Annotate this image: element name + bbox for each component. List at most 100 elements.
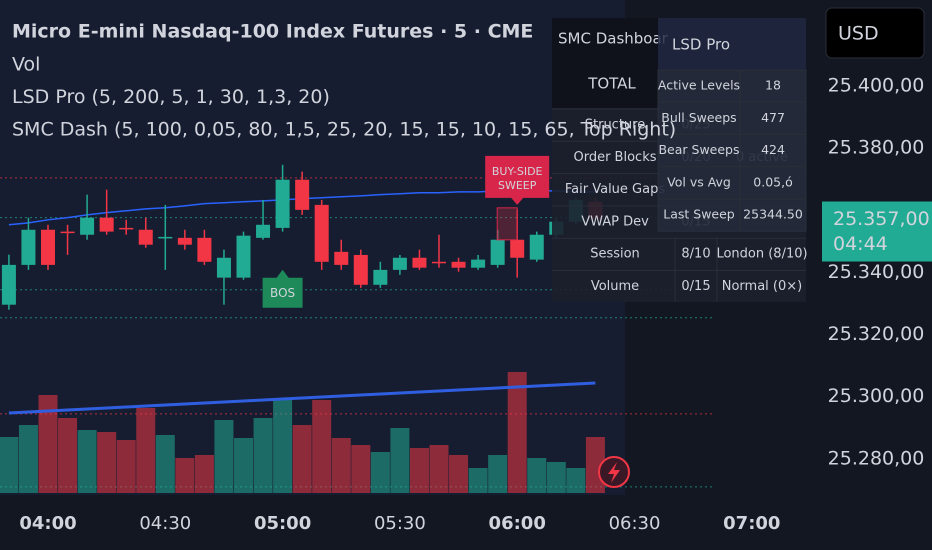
smc-cell: Structure: [585, 118, 645, 133]
y-tick-label: 25.400,00: [828, 74, 925, 96]
symbol-title: Micro E-mini Nasdaq-100 Index Futures · …: [12, 21, 533, 43]
candle-body: [256, 224, 271, 238]
lsd-row: [657, 69, 807, 103]
smc-cell: 0/15: [681, 279, 710, 294]
candle-body: [119, 227, 134, 230]
y-tick-label: 25.380,00: [828, 136, 925, 158]
volume-bar: [234, 438, 253, 493]
smc-cell: Fair Value Gaps: [565, 182, 665, 197]
lsd-value: 424: [761, 142, 785, 157]
indicator-label: LSD Pro (5, 200, 5, 1, 30, 1,3, 20): [12, 86, 330, 108]
lsd-value: 477: [761, 110, 785, 125]
y-tick-label: 25.300,00: [828, 385, 925, 407]
candle-body: [236, 235, 251, 278]
candle-body: [529, 234, 544, 260]
volume-bar: [429, 445, 449, 493]
x-tick-label: 04:30: [139, 513, 191, 534]
candle-body: [295, 179, 310, 210]
lsd-label: Vol vs Avg: [667, 174, 731, 189]
volume-bar: [449, 455, 469, 493]
candle-body: [197, 237, 212, 262]
currency[interactable]: USD: [838, 23, 879, 45]
smc-cell: Normal (0×): [722, 279, 802, 294]
lsd-label: Bear Sweeps: [658, 142, 739, 157]
lsd-title: LSD Pro: [672, 36, 730, 54]
sweep-tag: [485, 155, 550, 205]
bos-tag: [262, 269, 303, 308]
volume-bar: [253, 418, 273, 493]
sweep-box: [496, 207, 518, 241]
volume-bar: [136, 408, 156, 493]
volume-bar: [468, 468, 488, 493]
smc-cell: Volume: [591, 279, 639, 294]
x-tick-label: 04:00: [19, 513, 76, 534]
volume-bar: [312, 400, 332, 493]
x-tick-label: 05:00: [254, 513, 311, 534]
volume-bar: [0, 437, 19, 493]
candle-body: [216, 257, 231, 278]
candle-body: [60, 231, 75, 234]
volume-bar: [507, 372, 527, 493]
y-tick-label: 25.320,00: [828, 323, 925, 345]
lsd-row: [657, 166, 807, 200]
time-axis: [0, 495, 932, 550]
candle-body: [353, 254, 368, 285]
indicator-label: Vol: [12, 54, 40, 76]
lsd-value: 18: [765, 78, 781, 93]
candle-body: [451, 261, 466, 268]
volume-bar: [292, 425, 312, 493]
x-tick-label: 05:30: [374, 513, 426, 534]
smc-cell: 8/10: [681, 247, 710, 262]
x-tick-label: 06:30: [609, 513, 661, 534]
volume-bar: [390, 428, 410, 493]
y-tick-label: 25.280,00: [828, 447, 925, 469]
volume-bar: [194, 455, 214, 493]
lsd-label: Last Sweep: [663, 207, 735, 222]
x-tick-label: 06:00: [489, 513, 546, 534]
smc-cell: VWAP Dev: [581, 214, 649, 229]
volume-bar: [58, 418, 78, 493]
volume-bar: [566, 468, 586, 493]
smc-cell: London (8/10): [716, 247, 807, 262]
volume-bar: [273, 398, 293, 493]
price-tag: [822, 201, 932, 262]
smc-cell: Order Blocks: [573, 150, 656, 165]
lsd-label: Bull Sweeps: [661, 110, 736, 125]
volume-bar: [175, 458, 195, 493]
candle-body: [1, 264, 16, 305]
candle-body: [21, 229, 36, 265]
candle-body: [334, 251, 349, 265]
smc-title: SMC Dashboar: [558, 30, 669, 48]
bos-label: BOS: [270, 286, 295, 300]
candle-body: [41, 229, 55, 265]
candle-body: [177, 237, 192, 245]
volume-bar: [38, 395, 58, 493]
volume-bar: [331, 438, 351, 493]
candle-body: [471, 259, 486, 268]
smc-cell: Session: [590, 247, 640, 262]
sweep-label: BUY-SIDE SWEEP: [492, 165, 543, 192]
price-tag-label: 25.357,00: [833, 208, 930, 230]
volume-bar: [97, 432, 117, 493]
price-tag-countdown: 04:44: [833, 233, 888, 255]
candle-body: [412, 257, 427, 268]
candle-body: [510, 239, 525, 258]
smc-header-bg: [552, 18, 658, 60]
currency-button[interactable]: [825, 7, 925, 59]
candle-body: [138, 229, 153, 245]
smc-total: TOTAL: [587, 75, 636, 93]
candle-body: [373, 269, 388, 285]
y-tick-label: 25.340,00: [828, 261, 925, 283]
candle-body: [490, 239, 505, 265]
smc-total-bg: [552, 60, 658, 108]
candle-body: [99, 217, 114, 232]
volume-bar: [77, 430, 97, 493]
volume-ma: [8, 381, 596, 415]
candle-body: [80, 217, 95, 235]
lightning: [608, 462, 620, 483]
volume-bar: [409, 448, 429, 493]
volume-bar: [155, 435, 175, 493]
lsd-value: 0.05,ó: [753, 174, 792, 189]
volume-bar: [214, 420, 234, 493]
